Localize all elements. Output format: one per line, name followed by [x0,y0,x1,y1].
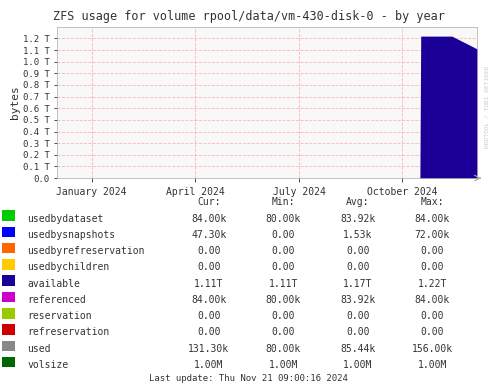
Text: ZFS usage for volume rpool/data/vm-430-disk-0 - by year: ZFS usage for volume rpool/data/vm-430-d… [53,10,444,23]
Text: 85.44k: 85.44k [340,344,375,354]
Text: 84.00k: 84.00k [415,214,450,224]
Text: 0.00: 0.00 [346,327,370,337]
Text: 0.00: 0.00 [271,327,295,337]
Bar [2,292,15,302]
Text: 84.00k: 84.00k [191,214,226,224]
Text: 84.00k: 84.00k [191,295,226,305]
Text: 83.92k: 83.92k [340,295,375,305]
Text: 1.00M: 1.00M [194,360,224,370]
Bar [2,227,15,237]
Text: 1.11T: 1.11T [268,279,298,289]
Text: 131.30k: 131.30k [188,344,229,354]
Text: Avg:: Avg: [346,197,370,207]
Text: 72.00k: 72.00k [415,230,450,240]
Text: Last update: Thu Nov 21 09:00:16 2024: Last update: Thu Nov 21 09:00:16 2024 [149,375,348,383]
Text: usedbysnapshots: usedbysnapshots [27,230,115,240]
Text: 0.00: 0.00 [420,311,444,321]
Text: referenced: referenced [27,295,86,305]
Text: 1.22T: 1.22T [417,279,447,289]
Text: 80.00k: 80.00k [266,344,301,354]
Text: usedbyrefreservation: usedbyrefreservation [27,246,145,256]
Text: 156.00k: 156.00k [412,344,453,354]
Text: 80.00k: 80.00k [266,295,301,305]
Text: 83.92k: 83.92k [340,214,375,224]
Text: 1.00M: 1.00M [417,360,447,370]
Bar [2,340,15,351]
Text: 80.00k: 80.00k [266,214,301,224]
Text: 1.00M: 1.00M [343,360,373,370]
Text: 1.11T: 1.11T [194,279,224,289]
Text: used: used [27,344,51,354]
Text: 84.00k: 84.00k [415,295,450,305]
Text: RRDTOOL / TOBI OETIKER: RRDTOOL / TOBI OETIKER [485,66,490,149]
Text: available: available [27,279,80,289]
Text: 1.00M: 1.00M [268,360,298,370]
Text: 0.00: 0.00 [420,327,444,337]
Text: 1.53k: 1.53k [343,230,373,240]
Text: 0.00: 0.00 [271,311,295,321]
Text: 0.00: 0.00 [420,262,444,272]
Text: usedbydataset: usedbydataset [27,214,104,224]
Text: Min:: Min: [271,197,295,207]
Text: volsize: volsize [27,360,69,370]
Text: 0.00: 0.00 [271,230,295,240]
Text: Max:: Max: [420,197,444,207]
Text: 0.00: 0.00 [197,246,221,256]
Bar [2,275,15,286]
Text: 0.00: 0.00 [271,246,295,256]
Text: 0.00: 0.00 [197,262,221,272]
Text: refreservation: refreservation [27,327,109,337]
Text: 47.30k: 47.30k [191,230,226,240]
Text: 0.00: 0.00 [420,246,444,256]
Y-axis label: bytes: bytes [10,85,20,119]
Text: 0.00: 0.00 [346,246,370,256]
Text: 0.00: 0.00 [346,311,370,321]
Bar [2,324,15,335]
Text: 0.00: 0.00 [197,327,221,337]
Text: Cur:: Cur: [197,197,221,207]
Text: 1.17T: 1.17T [343,279,373,289]
Bar [2,308,15,319]
Text: usedbychildren: usedbychildren [27,262,109,272]
Bar [2,210,15,221]
Text: 0.00: 0.00 [346,262,370,272]
Text: 0.00: 0.00 [271,262,295,272]
Bar [2,259,15,270]
Text: 0.00: 0.00 [197,311,221,321]
Text: reservation: reservation [27,311,92,321]
Bar [2,243,15,254]
Bar [2,357,15,367]
